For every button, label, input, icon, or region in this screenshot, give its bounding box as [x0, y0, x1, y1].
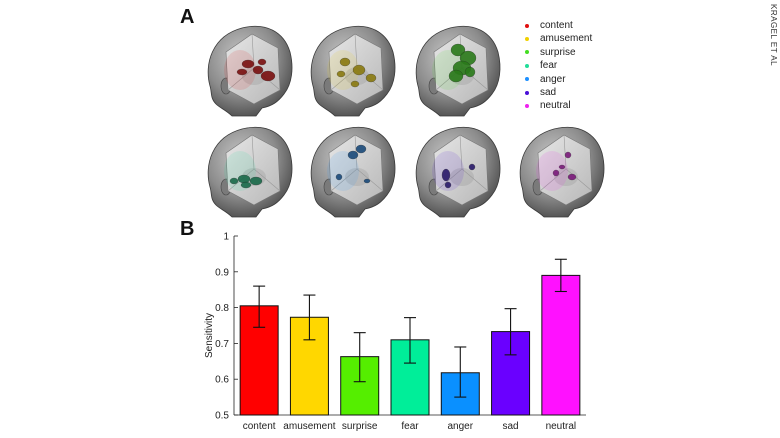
activation-blob	[448, 69, 464, 83]
brain-amusement	[310, 25, 396, 117]
activation-blob	[352, 64, 366, 76]
activation-blob	[347, 150, 359, 160]
panel-a-label: A	[180, 6, 195, 28]
author-side-label: KRAGEL ET AL	[769, 4, 778, 67]
activation-blob	[260, 70, 276, 82]
brain-neutral	[519, 126, 605, 218]
activation-blob	[363, 178, 371, 184]
legend-label-fear: fear	[540, 60, 558, 72]
y-tick-label: 0.9	[215, 267, 229, 278]
legend-item-sad: sad	[525, 86, 592, 99]
activation-blob	[257, 58, 267, 66]
brain-anger	[310, 126, 396, 218]
x-tick-label-amusement: amusement	[283, 421, 335, 432]
bar-content	[239, 305, 279, 416]
y-tick-label: 0.8	[215, 303, 229, 314]
legend-label-amusement: amusement	[540, 33, 593, 45]
activation-blob	[252, 65, 264, 75]
legend-swatch-content	[525, 23, 529, 28]
legend-label-anger: anger	[540, 73, 566, 85]
brain-surprise	[415, 25, 501, 117]
y-axis-label: Sensitivity	[204, 313, 215, 358]
activation-blob	[236, 68, 248, 76]
y-tick-label: 1	[223, 232, 229, 243]
legend-swatch-amusement	[525, 37, 529, 42]
legend-swatch-neutral	[525, 104, 529, 109]
x-tick-label-neutral: neutral	[546, 421, 577, 432]
activation-blob	[552, 169, 560, 177]
activation-blob	[335, 173, 343, 181]
legend-swatch-surprise	[525, 50, 529, 55]
legend-item-anger: anger	[525, 73, 592, 86]
brain-sad	[415, 126, 501, 218]
activation-blob	[441, 168, 451, 182]
x-tick-label-surprise: surprise	[342, 421, 378, 432]
x-tick-label-anger: anger	[447, 421, 473, 432]
emotion-legend: content amusement surprise fear anger sad neut…	[525, 19, 592, 113]
error-bar-surprise	[353, 332, 366, 383]
bar-neutral	[541, 274, 581, 416]
legend-label-sad: sad	[540, 86, 557, 98]
legend-swatch-anger	[525, 77, 529, 82]
legend-label-content: content	[540, 20, 573, 31]
error-bar-content	[253, 285, 266, 328]
legend-swatch-fear	[525, 63, 529, 68]
activation-blob	[450, 43, 466, 57]
activation-blob	[564, 151, 572, 159]
y-tick-label: 0.6	[215, 375, 229, 386]
brain-renderings	[207, 25, 605, 218]
activation-blob	[336, 70, 346, 78]
error-bar-anger	[454, 346, 467, 398]
legend-label-neutral: neutral	[540, 100, 571, 112]
y-tick-label: 0.7	[215, 339, 229, 350]
legend-item-surprise: surprise	[525, 46, 592, 59]
legend-item-neutral: neutral	[525, 99, 592, 112]
legend-label-surprise: surprise	[540, 46, 576, 58]
error-bar-sad	[504, 308, 517, 356]
legend-item-amusement: amusement	[525, 32, 592, 45]
brain-fear	[207, 126, 293, 218]
activation-blob	[558, 164, 566, 170]
activation-blob	[249, 176, 263, 186]
error-bar-amusement	[303, 294, 316, 341]
x-tick-label-content: content	[243, 421, 276, 432]
activation-blob	[339, 57, 351, 67]
activation-blob	[240, 181, 252, 189]
activation-blob	[229, 177, 239, 185]
panel-b-label: B	[180, 218, 195, 240]
activation-blob	[350, 80, 360, 88]
activation-blob	[365, 73, 377, 83]
activation-blob	[444, 181, 452, 189]
legend-item-content: content	[525, 19, 592, 32]
activation-blob	[567, 173, 577, 181]
legend-swatch-sad	[525, 90, 529, 95]
x-tick-label-fear: fear	[401, 421, 419, 432]
activation-blob	[241, 59, 255, 69]
brain-content	[207, 25, 293, 117]
error-bar-fear	[404, 317, 416, 364]
error-bar-neutral	[554, 258, 567, 293]
activation-blob	[464, 66, 476, 78]
activation-blob	[355, 144, 367, 154]
y-tick-label: 0.5	[215, 411, 229, 422]
x-tick-label-sad: sad	[503, 421, 519, 432]
legend-item-fear: fear	[525, 59, 592, 72]
activation-blob	[468, 163, 476, 171]
